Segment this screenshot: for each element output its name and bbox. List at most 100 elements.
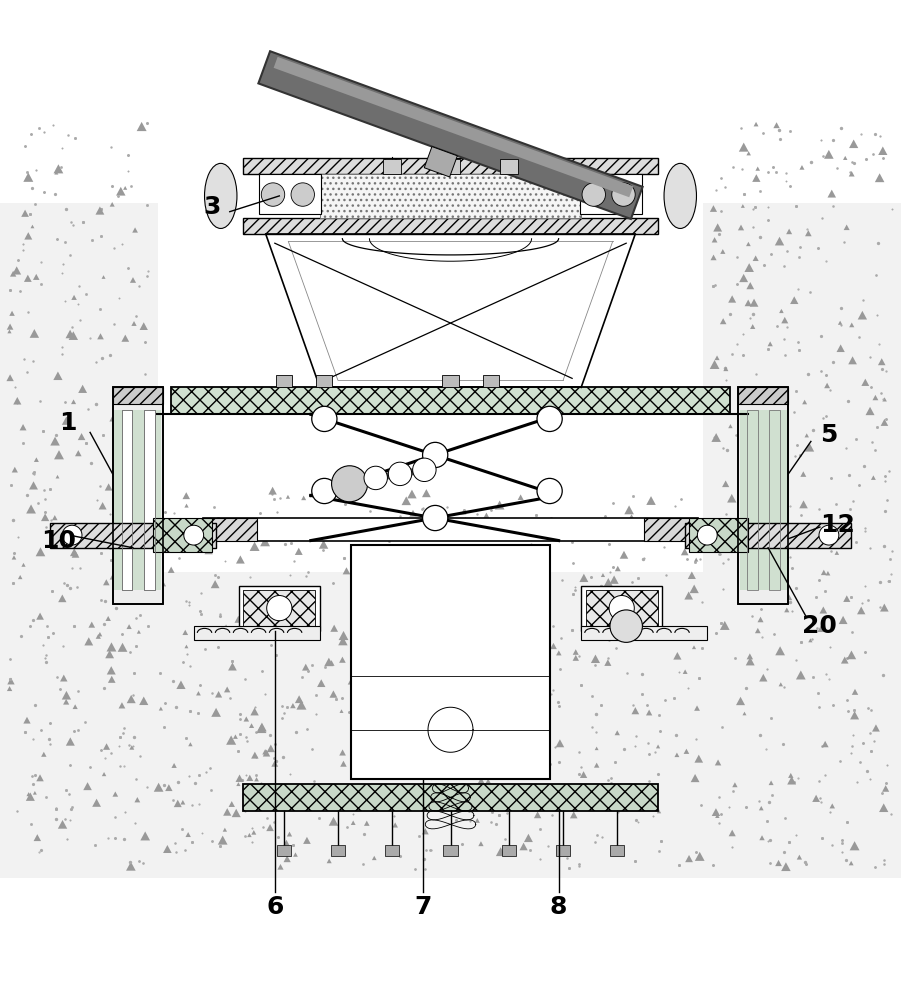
Polygon shape — [513, 804, 517, 808]
Polygon shape — [841, 657, 849, 664]
Polygon shape — [727, 494, 736, 503]
Polygon shape — [85, 637, 93, 645]
Polygon shape — [309, 803, 317, 811]
Polygon shape — [570, 796, 579, 805]
Bar — [442, 375, 459, 387]
Polygon shape — [154, 783, 163, 792]
Polygon shape — [302, 664, 309, 671]
Polygon shape — [757, 521, 761, 525]
Polygon shape — [53, 164, 63, 173]
Bar — [114, 410, 161, 590]
Polygon shape — [281, 613, 290, 621]
Polygon shape — [340, 749, 346, 756]
Polygon shape — [18, 575, 23, 579]
Polygon shape — [186, 832, 191, 837]
Polygon shape — [850, 323, 854, 327]
Polygon shape — [514, 701, 519, 706]
Polygon shape — [851, 711, 860, 719]
Polygon shape — [23, 717, 31, 724]
Circle shape — [582, 183, 605, 206]
Polygon shape — [784, 608, 789, 612]
Polygon shape — [26, 792, 35, 801]
Polygon shape — [249, 599, 259, 608]
Polygon shape — [529, 549, 539, 558]
Ellipse shape — [664, 163, 696, 228]
Bar — [738, 387, 788, 604]
Polygon shape — [775, 646, 785, 655]
Polygon shape — [247, 833, 251, 837]
Polygon shape — [773, 122, 779, 128]
Polygon shape — [821, 570, 827, 575]
Polygon shape — [657, 809, 661, 813]
Polygon shape — [226, 735, 236, 745]
Polygon shape — [243, 716, 249, 722]
Polygon shape — [6, 374, 14, 381]
Polygon shape — [372, 856, 377, 860]
Polygon shape — [851, 689, 859, 695]
Polygon shape — [750, 299, 759, 307]
Polygon shape — [54, 450, 64, 459]
Polygon shape — [800, 471, 806, 477]
Polygon shape — [424, 651, 429, 655]
Polygon shape — [872, 395, 878, 400]
Polygon shape — [812, 795, 820, 802]
Polygon shape — [218, 836, 228, 845]
Polygon shape — [560, 848, 568, 855]
Polygon shape — [878, 146, 887, 155]
Bar — [581, 586, 662, 631]
Circle shape — [291, 183, 314, 206]
Polygon shape — [467, 619, 471, 624]
Polygon shape — [367, 748, 371, 752]
Bar — [50, 523, 216, 548]
Circle shape — [184, 525, 204, 545]
Polygon shape — [451, 611, 457, 616]
Polygon shape — [222, 626, 227, 631]
Polygon shape — [599, 532, 605, 537]
Polygon shape — [673, 652, 681, 660]
Polygon shape — [36, 613, 44, 620]
Polygon shape — [330, 690, 337, 698]
Polygon shape — [410, 667, 420, 676]
Polygon shape — [12, 467, 18, 473]
Polygon shape — [628, 514, 635, 521]
Polygon shape — [103, 743, 110, 750]
Polygon shape — [624, 505, 634, 514]
Polygon shape — [105, 650, 114, 658]
Bar — [769, 410, 780, 590]
Circle shape — [261, 183, 285, 206]
Polygon shape — [839, 616, 848, 624]
Polygon shape — [182, 630, 188, 635]
Bar — [277, 845, 291, 856]
Text: 1: 1 — [59, 411, 77, 435]
Polygon shape — [105, 483, 113, 491]
Polygon shape — [54, 171, 59, 175]
Polygon shape — [115, 469, 122, 475]
Circle shape — [413, 458, 436, 482]
Polygon shape — [796, 855, 802, 860]
Polygon shape — [324, 658, 333, 666]
Polygon shape — [746, 500, 756, 509]
Bar — [610, 845, 624, 856]
Polygon shape — [783, 458, 788, 464]
Polygon shape — [475, 818, 480, 823]
Polygon shape — [534, 811, 542, 818]
Bar — [171, 387, 730, 414]
Polygon shape — [116, 552, 120, 555]
Polygon shape — [849, 140, 859, 148]
Polygon shape — [294, 797, 299, 802]
Polygon shape — [755, 628, 760, 633]
Polygon shape — [132, 227, 138, 233]
Polygon shape — [97, 333, 104, 339]
Polygon shape — [741, 204, 745, 208]
Polygon shape — [168, 567, 175, 573]
Polygon shape — [683, 669, 687, 674]
Polygon shape — [486, 779, 491, 784]
Bar — [689, 518, 748, 552]
Polygon shape — [778, 465, 787, 473]
Polygon shape — [110, 202, 114, 207]
Polygon shape — [122, 335, 129, 342]
Polygon shape — [180, 800, 186, 805]
Polygon shape — [108, 676, 115, 683]
Polygon shape — [339, 631, 349, 640]
Polygon shape — [83, 782, 92, 790]
